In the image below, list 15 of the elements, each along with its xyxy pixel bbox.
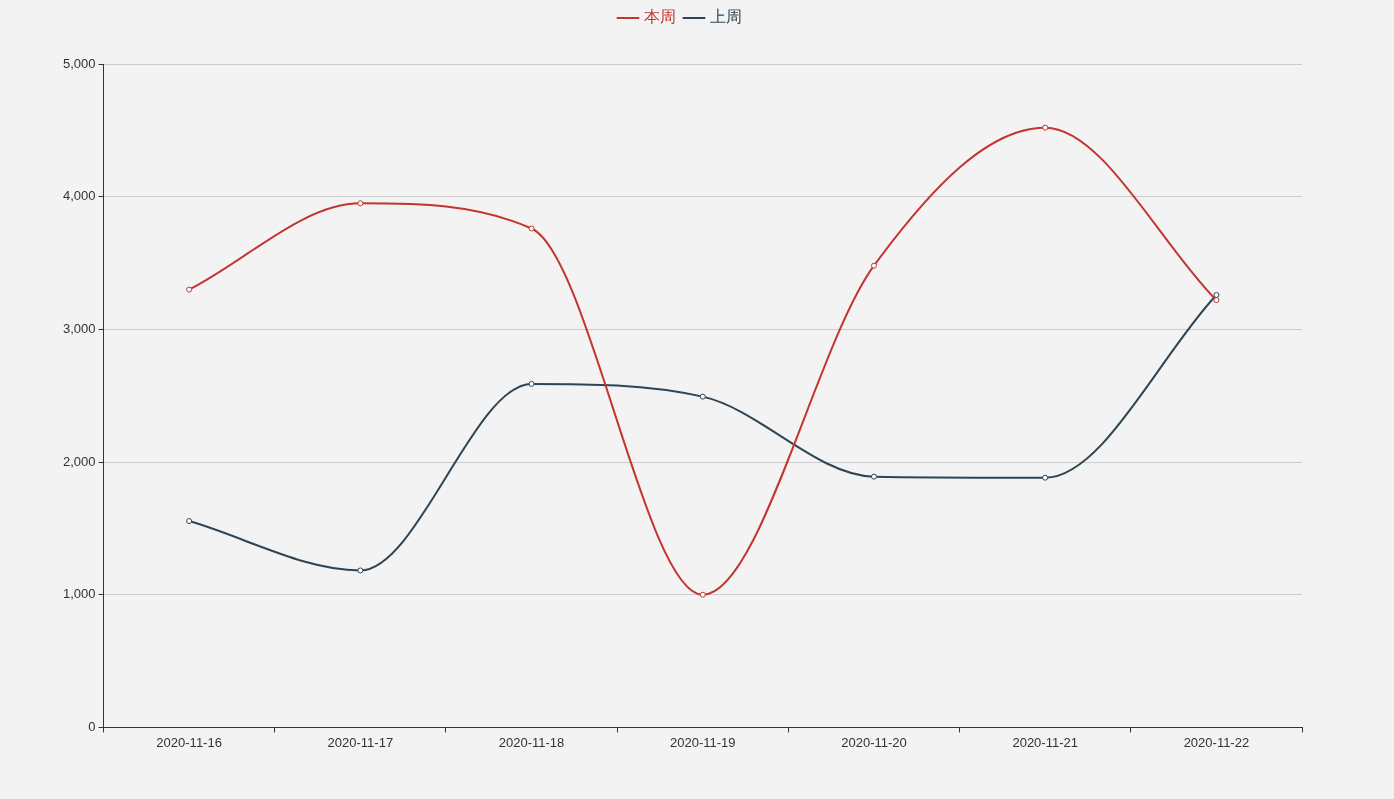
y-tick-label: 0 [88, 718, 96, 734]
y-tick-label: 2,000 [62, 453, 96, 469]
x-tick-label: 2020-11-20 [841, 734, 907, 750]
legend-label: 本周 [644, 8, 676, 26]
y-tick-label: 4,000 [62, 188, 96, 204]
x-tick-label: 2020-11-19 [669, 734, 736, 750]
y-tick-label: 1,000 [62, 586, 96, 602]
x-tick-label: 2020-11-17 [327, 734, 394, 750]
x-tick-label: 2020-11-18 [498, 734, 565, 750]
x-tick-label: 2020-11-16 [156, 734, 222, 750]
x-tick-label: 2020-11-22 [1183, 734, 1250, 750]
x-tick-label: 2020-11-21 [1012, 734, 1078, 750]
y-tick-label: 3,000 [62, 320, 96, 336]
legend-label: 上周 [710, 8, 742, 26]
y-tick-label: 5,000 [62, 55, 96, 71]
